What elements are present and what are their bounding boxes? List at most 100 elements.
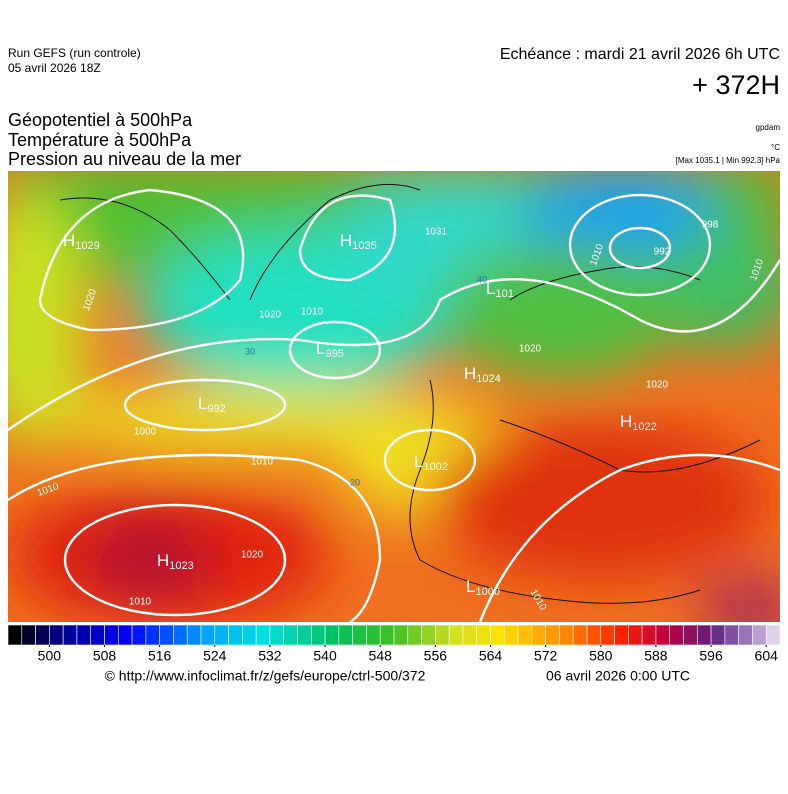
color-swatch	[738, 624, 753, 646]
color-swatch	[752, 624, 767, 646]
pressure-center: H1035	[340, 231, 377, 251]
colorbar-label: 588	[644, 648, 668, 664]
center-value: 992	[207, 403, 225, 415]
color-swatch	[586, 624, 602, 646]
center-type: H	[464, 364, 476, 383]
colorbar-label: 564	[479, 648, 503, 664]
pressure-center: H1022	[620, 412, 657, 432]
center-value: 1024	[476, 373, 500, 385]
color-swatch	[448, 624, 464, 646]
color-swatch	[324, 624, 340, 646]
unit: °C	[771, 143, 780, 152]
center-value: 1035	[352, 240, 376, 252]
color-swatch	[559, 624, 574, 646]
colorbar: 500 508 516 524 532 540 548 556 564 572 580 588 596 6…	[7, 624, 781, 664]
colorbar-label: 596	[699, 648, 723, 664]
center-value: 1029	[75, 240, 99, 252]
isobar-label: 992	[654, 247, 671, 258]
center-type: H	[157, 551, 169, 570]
map	[8, 171, 780, 622]
color-swatch	[159, 624, 174, 646]
color-swatch	[62, 624, 78, 646]
pressure-center: H1024	[464, 364, 501, 384]
isobar-label: 1020	[646, 380, 669, 391]
colorbar-label: 540	[313, 648, 337, 664]
colorbar-label: 516	[148, 648, 172, 664]
color-swatch	[421, 624, 436, 646]
color-swatch	[545, 624, 560, 646]
color-swatch	[214, 624, 229, 646]
center-value: 1000	[475, 586, 499, 598]
colorbar-label: 604	[755, 648, 779, 664]
color-swatch	[600, 624, 615, 646]
color-swatch	[476, 624, 491, 646]
color-swatch	[104, 624, 119, 646]
run-label: Run GEFS (run controle)	[8, 46, 141, 60]
color-swatch	[310, 624, 326, 646]
isobar-label: 998	[702, 220, 719, 231]
color-swatch	[131, 624, 147, 646]
title: Pression au niveau de la mer	[8, 149, 241, 169]
color-swatch	[462, 624, 478, 646]
center-type: H	[340, 231, 352, 250]
color-swatch	[765, 624, 781, 646]
isobar-label: 1000	[134, 427, 157, 438]
pressure-center: H1029	[63, 231, 100, 251]
color-swatch	[145, 624, 160, 646]
color-swatch	[21, 624, 36, 646]
color-swatch	[683, 624, 698, 646]
center-type: L	[414, 452, 423, 471]
color-swatch	[76, 624, 92, 646]
isobar-label: 1010	[251, 457, 274, 468]
color-swatch	[407, 624, 422, 646]
color-swatch	[7, 624, 23, 646]
color-swatch	[572, 624, 588, 646]
isobar-label: 1020	[519, 344, 542, 355]
analysis-time: 06 avril 2026 0:00 UTC	[546, 668, 690, 684]
unit: gpdam	[756, 123, 781, 132]
color-swatch	[614, 624, 629, 646]
lead-time: + 372H	[692, 70, 780, 100]
color-swatch	[49, 624, 64, 646]
colorbar-label: 500	[38, 648, 62, 664]
pressure-center: H1023	[157, 551, 194, 571]
colorbar-label: 572	[534, 648, 558, 664]
color-swatch	[669, 624, 684, 646]
color-swatch	[696, 624, 712, 646]
color-swatch	[242, 624, 257, 646]
color-swatch	[366, 624, 381, 646]
title: Température à 500hPa	[8, 130, 192, 150]
color-swatch	[628, 624, 643, 646]
colorbar-label: 556	[424, 648, 448, 664]
center-type: L	[486, 279, 495, 298]
center-type: L	[466, 577, 475, 596]
color-swatch	[283, 624, 298, 646]
temperature-label: 30	[245, 346, 255, 356]
title: Géopotentiel à 500hPa	[8, 110, 193, 130]
center-value: 995	[325, 348, 343, 360]
valid-time: Echéance : mardi 21 avril 2026 6h UTC	[500, 46, 780, 63]
source: © http://www.infoclimat.fr/z/gefs/europe…	[105, 668, 426, 684]
color-swatch	[352, 624, 367, 646]
color-swatch	[173, 624, 188, 646]
color-swatch	[338, 624, 353, 646]
colorbar-label: 508	[93, 648, 117, 664]
temperature-label: 20	[350, 477, 360, 487]
colorbar-label: 548	[369, 648, 393, 664]
color-swatch	[90, 624, 105, 646]
colorbar-label: 524	[203, 648, 227, 664]
center-type: H	[63, 231, 75, 250]
center-type: H	[620, 412, 632, 431]
pressure-center: L1000	[466, 577, 500, 597]
center-type: L	[198, 394, 207, 413]
color-swatch	[186, 624, 202, 646]
color-swatch	[641, 624, 657, 646]
isobar-label: 1020	[259, 310, 282, 321]
color-swatch	[724, 624, 739, 646]
center-type: L	[316, 339, 325, 358]
center-value: 1023	[169, 560, 193, 572]
color-swatch	[435, 624, 450, 646]
run-date: 05 avril 2026 18Z	[8, 61, 101, 75]
color-swatch	[228, 624, 243, 646]
